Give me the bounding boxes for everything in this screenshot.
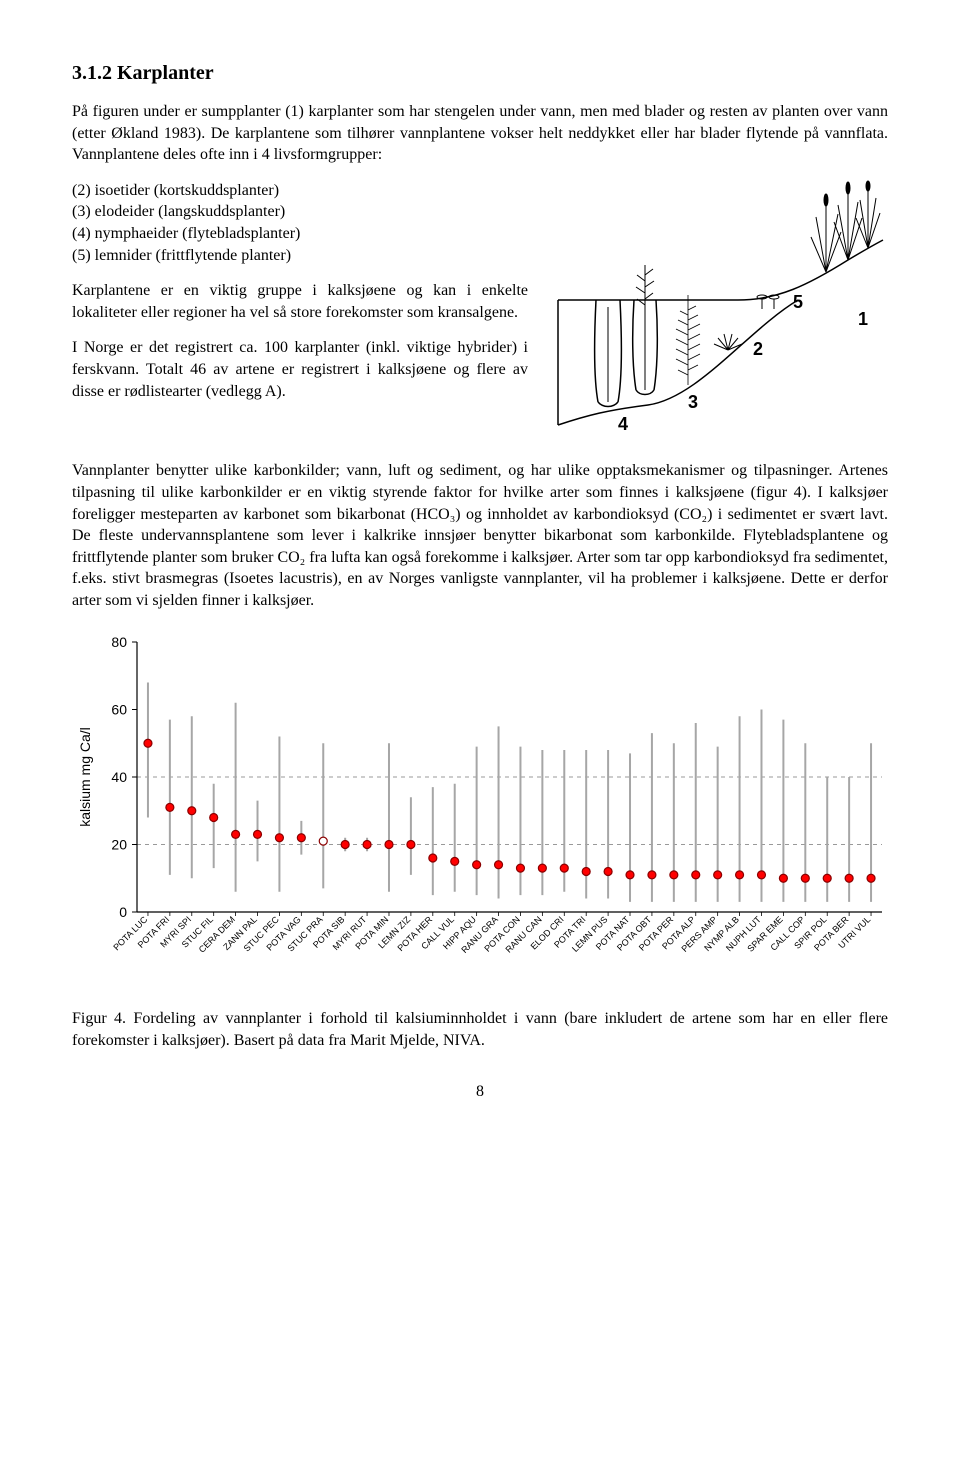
figure-caption: Figur 4. Fordeling av vannplanter i forh… — [72, 1008, 888, 1051]
list-item: (3) elodeider (langskuddsplanter) — [72, 203, 285, 220]
diagram-label-1: 1 — [858, 309, 868, 329]
diagram-label-4: 4 — [618, 414, 628, 434]
calcium-chart: 020406080kalsium mg Ca/lPOTA LUCPOTA FRI… — [72, 632, 888, 1009]
left-column: (2) isoetider (kortskuddsplanter) (3) el… — [72, 180, 528, 447]
section-heading: 3.1.2 Karplanter — [72, 60, 888, 87]
lifeform-list: (2) isoetider (kortskuddsplanter) (3) el… — [72, 180, 528, 266]
svg-text:kalsium mg Ca/l: kalsium mg Ca/l — [77, 727, 93, 827]
paragraph-3: I Norge er det registrert ca. 100 karpla… — [72, 337, 528, 402]
list-item: (4) nymphaeider (flytebladsplanter) — [72, 225, 300, 242]
svg-text:80: 80 — [111, 634, 127, 650]
chart-svg: 020406080kalsium mg Ca/lPOTA LUCPOTA FRI… — [72, 632, 892, 1002]
diagram-label-2: 2 — [753, 339, 763, 359]
svg-text:60: 60 — [111, 701, 127, 717]
svg-text:20: 20 — [111, 836, 127, 852]
list-item: (2) isoetider (kortskuddsplanter) — [72, 182, 279, 199]
list-item: (5) lemnider (frittflytende planter) — [72, 247, 291, 264]
svg-text:40: 40 — [111, 769, 127, 785]
diagram-label-3: 3 — [688, 392, 698, 412]
paragraph-2: Karplantene er en viktig gruppe i kalksj… — [72, 280, 528, 323]
aquatic-plants-diagram: 1 2 3 4 5 — [548, 180, 888, 440]
paragraph-4: Vannplanter benytter ulike karbonkilder;… — [72, 460, 888, 611]
diagram-label-5: 5 — [793, 292, 803, 312]
page-number: 8 — [72, 1081, 888, 1103]
right-column: 1 2 3 4 5 — [548, 180, 888, 447]
paragraph-intro: På figuren under er sumpplanter (1) karp… — [72, 101, 888, 166]
two-column-block: (2) isoetider (kortskuddsplanter) (3) el… — [72, 180, 888, 447]
svg-text:0: 0 — [119, 904, 127, 920]
